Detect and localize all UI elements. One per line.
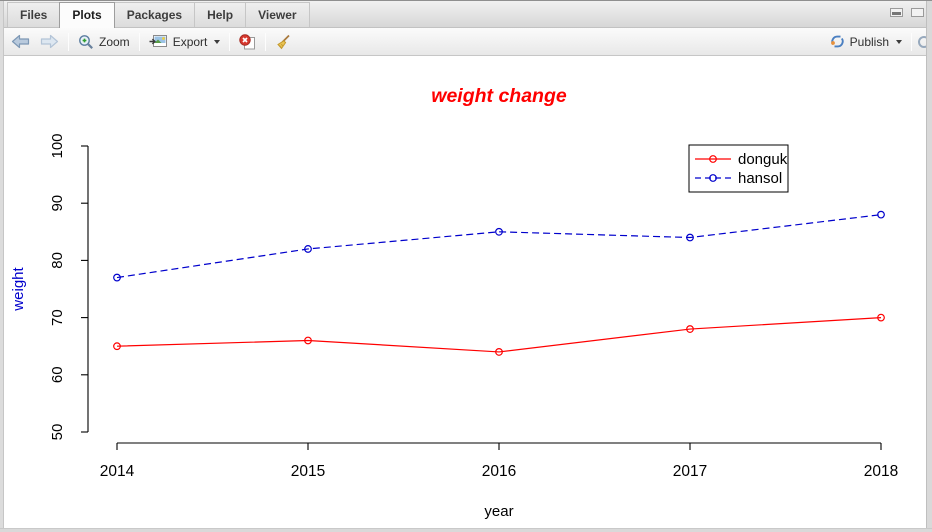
tab-packages[interactable]: Packages bbox=[113, 2, 196, 27]
marker-donguk bbox=[877, 313, 885, 322]
marker-donguk bbox=[686, 325, 694, 333]
series-line-hansol bbox=[116, 214, 882, 279]
publish-button-label: Publish bbox=[849, 34, 889, 49]
zoom-icon bbox=[79, 34, 93, 49]
zoom-button[interactable]: Zoom bbox=[73, 32, 135, 52]
x-tick-label: 2015 bbox=[291, 463, 325, 480]
x-tick-label: 2016 bbox=[482, 463, 516, 480]
y-tick-label: 70 bbox=[49, 309, 66, 326]
toolbar-separator bbox=[68, 32, 69, 51]
remove-plot-icon bbox=[239, 33, 256, 49]
y-tick-label: 90 bbox=[49, 195, 66, 212]
caret-down-icon bbox=[214, 39, 221, 44]
clear-all-button[interactable] bbox=[270, 32, 297, 52]
tab-files[interactable]: Files bbox=[7, 2, 61, 27]
y-tick-label: 50 bbox=[49, 424, 66, 441]
marker-hansol bbox=[113, 273, 121, 282]
marker-hansol bbox=[877, 210, 885, 219]
legend-label-hansol: hansol bbox=[738, 170, 782, 187]
marker-donguk bbox=[304, 336, 312, 345]
y-tick-label: 80 bbox=[49, 252, 66, 269]
forward-button[interactable] bbox=[35, 32, 64, 51]
weight-change-chart: 50 60 70 80 90 100 2014 2015 2016 2017 2018 donguk h… bbox=[10, 85, 898, 520]
x-tick-label: 2017 bbox=[673, 463, 707, 480]
plots-toolbar: Zoom Export bbox=[0, 28, 932, 56]
series-line-donguk bbox=[116, 317, 882, 353]
clear-all-icon bbox=[277, 34, 291, 49]
tab-help[interactable]: Help bbox=[194, 2, 247, 27]
publish-button[interactable]: Publish bbox=[825, 32, 907, 51]
export-icon bbox=[149, 35, 167, 47]
x-axis-title: year bbox=[484, 503, 513, 520]
zoom-button-label: Zoom bbox=[99, 34, 130, 49]
marker-hansol bbox=[495, 227, 503, 236]
tab-viewer[interactable]: Viewer bbox=[245, 2, 310, 27]
legend-marker-hansol bbox=[709, 174, 717, 182]
maximize-pane-icon[interactable] bbox=[911, 8, 924, 17]
y-axis-title: weight bbox=[10, 266, 27, 311]
export-button[interactable]: Export bbox=[144, 32, 226, 51]
export-button-label: Export bbox=[172, 34, 208, 49]
tab-plots[interactable]: Plots bbox=[59, 2, 115, 28]
chart-title: weight change bbox=[431, 85, 567, 107]
legend-label-donguk: donguk bbox=[738, 151, 788, 168]
toolbar-separator bbox=[265, 32, 267, 51]
marker-hansol bbox=[304, 245, 312, 253]
toolbar-separator bbox=[138, 32, 140, 51]
plot-area: 50 60 70 80 90 100 2014 2015 2016 2017 2018 donguk h… bbox=[0, 57, 932, 532]
toolbar-separator bbox=[911, 32, 912, 51]
remove-plot-button[interactable] bbox=[234, 32, 261, 52]
pane-right-splitter bbox=[926, 1, 932, 532]
forward-icon bbox=[40, 34, 59, 49]
minimize-pane-icon[interactable] bbox=[890, 8, 903, 17]
marker-donguk bbox=[495, 348, 503, 356]
back-icon bbox=[11, 34, 30, 49]
y-tick-label: 60 bbox=[49, 366, 66, 383]
pane-controls bbox=[890, 8, 924, 17]
pane-left-splitter bbox=[0, 1, 4, 532]
x-tick-label: 2018 bbox=[864, 463, 898, 480]
caret-down-icon bbox=[896, 39, 902, 44]
legend-box bbox=[688, 144, 789, 193]
publish-icon bbox=[830, 35, 844, 48]
legend-marker-donguk bbox=[709, 155, 717, 163]
pane-bottom-splitter bbox=[0, 528, 932, 532]
marker-hansol bbox=[686, 233, 694, 242]
toolbar-right-group: Publish bbox=[825, 32, 930, 51]
y-tick-label: 100 bbox=[49, 133, 66, 158]
x-tick-label: 2014 bbox=[100, 463, 135, 480]
back-button[interactable] bbox=[6, 32, 35, 51]
pane-tabbar: Files Plots Packages Help Viewer bbox=[0, 1, 932, 28]
toolbar-separator bbox=[229, 32, 231, 51]
marker-donguk bbox=[113, 342, 121, 351]
